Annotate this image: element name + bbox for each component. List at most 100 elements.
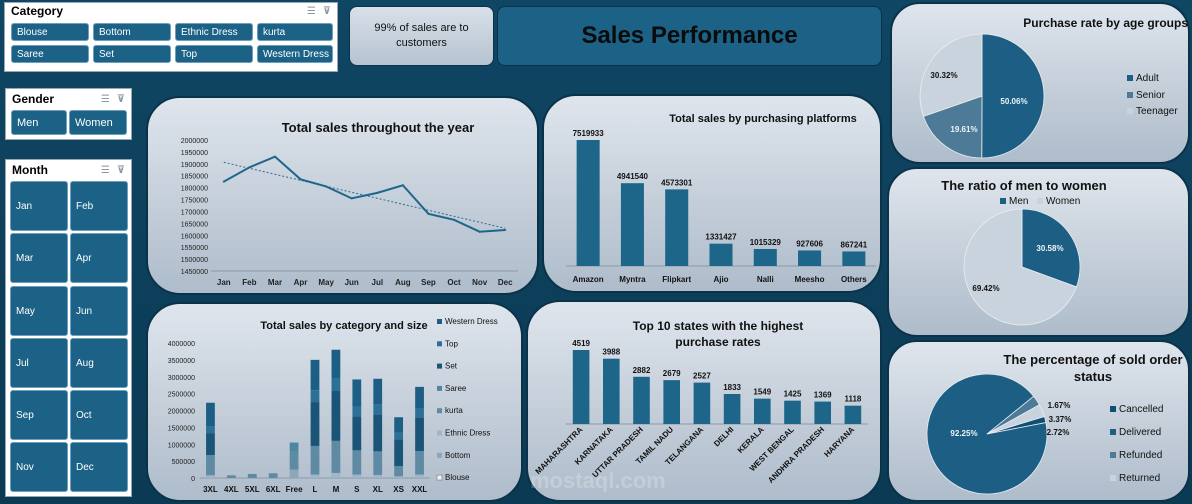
- clear-filter-icon[interactable]: ⊽: [322, 5, 331, 17]
- stack-segment: [394, 466, 404, 477]
- clear-filter-icon[interactable]: ⊽: [116, 164, 125, 176]
- month-button-jan[interactable]: Jan: [10, 181, 68, 231]
- clear-filter-icon[interactable]: ⊽: [116, 93, 125, 105]
- stack-segment: [415, 408, 424, 418]
- stack-segment: [352, 406, 362, 417]
- stack-segment: [415, 474, 424, 478]
- data-point: [350, 197, 353, 200]
- stack-segment: [373, 451, 383, 475]
- month-button-apr[interactable]: Apr: [70, 233, 128, 283]
- x-tick-label: Jan: [217, 278, 231, 287]
- category-button-kurta[interactable]: kurta: [257, 23, 333, 41]
- x-tick-label: M: [333, 485, 340, 494]
- y-tick-label: 3000000: [168, 375, 195, 382]
- legend-label: Men: [1009, 196, 1028, 207]
- legend-label: Refunded: [1119, 450, 1162, 461]
- stack-segment: [352, 379, 362, 407]
- gender-slicer: Gender ☰ ⊽ Men Women: [5, 88, 132, 140]
- stack-segment: [373, 414, 383, 452]
- y-tick-label: 1950000: [181, 150, 208, 157]
- category-button-blouse[interactable]: Blouse: [11, 23, 89, 41]
- month-button-nov[interactable]: Nov: [10, 442, 68, 492]
- month-button-mar[interactable]: Mar: [10, 233, 68, 283]
- category-button-set[interactable]: Set: [93, 45, 171, 63]
- legend-label: Women: [1046, 196, 1080, 207]
- month-button-aug[interactable]: Aug: [70, 338, 128, 388]
- legend-swatch: [437, 430, 442, 436]
- x-tick-label: 5XL: [245, 485, 260, 494]
- x-tick-label: Free: [286, 485, 303, 494]
- data-point: [504, 229, 507, 232]
- category-button-bottom[interactable]: Bottom: [93, 23, 171, 41]
- slice-label: 3.37%: [1049, 415, 1072, 424]
- data-label: 4573301: [661, 178, 693, 187]
- stack-segment: [206, 402, 215, 427]
- data-label: 4941540: [617, 172, 649, 181]
- month-button-feb[interactable]: Feb: [70, 181, 128, 231]
- y-tick-label: 1600000: [181, 233, 208, 240]
- legend-label: Western Dress: [445, 317, 498, 326]
- bar: [784, 400, 801, 424]
- month-button-jul[interactable]: Jul: [10, 338, 68, 388]
- stack-segment: [206, 426, 215, 434]
- stack-segment: [268, 473, 278, 478]
- x-tick-label: Ajio: [713, 275, 728, 284]
- month-button-jun[interactable]: Jun: [70, 286, 128, 336]
- x-tick-label: XS: [393, 485, 404, 494]
- gender-button-women[interactable]: Women: [69, 110, 127, 135]
- status-chart: 1.67% 92.25% 2.72% 3.37% Cancelled Delivered R…: [926, 373, 1163, 495]
- multi-select-icon[interactable]: ☰: [100, 93, 110, 105]
- pie-slice: [986, 404, 1045, 435]
- legend-label: Top: [445, 339, 458, 348]
- data-point: [453, 218, 456, 221]
- x-tick-label: Dec: [498, 278, 513, 287]
- stack-segment: [310, 445, 320, 475]
- age-card: Purchase rate by age groups 50.06% 19.61%…: [890, 2, 1190, 164]
- y-tick-label: 1500000: [181, 257, 208, 264]
- data-point: [222, 180, 225, 183]
- category-button-western-dress[interactable]: Western Dress: [257, 45, 333, 63]
- month-button-dec[interactable]: Dec: [70, 442, 128, 492]
- legend-label: Bottom: [445, 451, 471, 460]
- gender-card: The ratio of men to women 30.58% 69.42% Me…: [887, 167, 1190, 337]
- y-tick-label: 1000000: [168, 442, 195, 449]
- category-button-ethnic-dress[interactable]: Ethnic Dress: [175, 23, 253, 41]
- multi-select-icon[interactable]: ☰: [306, 5, 316, 17]
- legend-swatch: [1037, 198, 1043, 204]
- stack-segment: [310, 474, 320, 478]
- stack-segment: [331, 472, 341, 478]
- month-button-oct[interactable]: Oct: [70, 390, 128, 440]
- data-point: [273, 155, 276, 158]
- category-button-top[interactable]: Top: [175, 45, 253, 63]
- age-chart: 50.06% 19.61% 30.32% Adult Senior Teenager: [919, 33, 1178, 159]
- platform-sales-card: Total sales by purchasing platforms 7519…: [542, 94, 882, 293]
- x-tick-label: Flipkart: [662, 275, 691, 284]
- bar: [572, 350, 590, 424]
- gender-slicer-title: Gender: [12, 92, 55, 106]
- states-card: Top 10 states with the highest purchase …: [526, 300, 882, 502]
- legend-label: Blouse: [445, 473, 470, 482]
- bar: [693, 382, 711, 424]
- y-tick-label: 2000000: [181, 138, 208, 145]
- x-tick-label: Oct: [447, 278, 461, 287]
- multi-select-icon[interactable]: ☰: [100, 164, 110, 176]
- data-label: 1015329: [750, 238, 782, 247]
- stack-segment: [373, 474, 383, 478]
- kpi-box: 99% of sales are to customers: [349, 6, 494, 66]
- x-tick-label: Nov: [472, 278, 488, 287]
- category-button-saree[interactable]: Saree: [11, 45, 89, 63]
- gender-button-men[interactable]: Men: [11, 110, 67, 135]
- pie-slice: [981, 33, 1045, 159]
- monthly-sales-chart: 2000000 1950000 1900000 1850000 1800000 17500…: [181, 138, 518, 287]
- legend-swatch: [437, 363, 442, 369]
- x-tick-label: Mar: [268, 278, 282, 287]
- stack-segment: [394, 432, 404, 440]
- month-button-sep[interactable]: Sep: [10, 390, 68, 440]
- y-tick-label: 1900000: [181, 162, 208, 169]
- legend-swatch: [1110, 475, 1116, 481]
- data-label: 4519: [572, 339, 590, 348]
- legend-label: Returned: [1119, 473, 1160, 484]
- pie-slice: [963, 208, 1077, 326]
- month-button-may[interactable]: May: [10, 286, 68, 336]
